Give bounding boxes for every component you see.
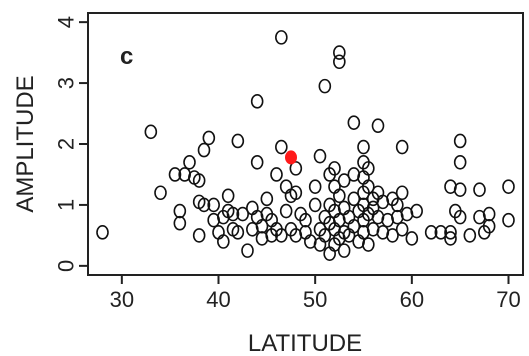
data-point [270,167,283,182]
data-point [347,218,361,234]
data-point [395,222,409,237]
data-point [371,118,385,134]
data-point [241,243,254,258]
data-point [308,197,322,213]
data-point [347,115,361,130]
y-tick-label: 2 [54,138,79,150]
data-point [463,228,477,243]
data-point [502,212,515,228]
data-point [386,228,399,243]
data-point [444,225,457,240]
y-axis-ticks: 0 1 2 3 4 [54,16,88,272]
data-point [250,154,264,170]
x-tick-label: 50 [303,287,327,312]
x-tick-label: 60 [400,287,424,312]
data-point [337,173,351,188]
x-axis-ticks: 30 40 50 60 70 [110,275,521,312]
x-tick-label: 70 [496,287,520,312]
x-tick-label: 40 [206,287,230,312]
data-point [154,185,167,201]
panel-label: c [120,43,133,70]
data-point [434,225,448,240]
data-point [217,234,230,249]
y-tick-label: 0 [54,260,79,272]
data-points [96,30,515,261]
data-point [197,142,211,158]
x-axis-title: LATITUDE [248,330,362,356]
data-point [395,185,409,201]
x-tick-label: 30 [110,287,134,312]
data-point [362,179,375,194]
data-point [424,225,438,240]
data-point [236,206,249,222]
data-point [144,124,158,140]
data-point [502,179,515,194]
data-point [231,133,245,149]
data-point [275,139,288,155]
data-point [453,154,467,170]
data-point [453,182,467,197]
data-point [328,161,341,176]
data-point [279,203,293,219]
data-point [96,225,109,240]
data-point [168,167,182,182]
data-point [173,215,187,231]
data-point [473,182,486,197]
data-point [313,148,327,164]
data-point [337,243,351,258]
data-point [453,133,467,149]
data-point [333,45,346,60]
data-point [192,173,206,188]
data-point [410,203,423,219]
y-tick-label: 4 [54,16,79,28]
data-point [308,179,322,194]
data-point [192,228,206,243]
data-point [482,218,496,234]
data-point [318,228,332,243]
data-point [333,188,346,204]
data-point [207,197,220,213]
data-point [391,197,404,213]
y-axis-title: AMPLITUDE [12,75,39,212]
data-point [333,54,346,70]
data-point [275,30,288,45]
highlighted-data-point [285,150,297,165]
data-point [183,154,196,170]
data-point [444,231,457,246]
data-point [405,231,419,246]
y-tick-label: 1 [54,199,79,211]
data-point [226,206,240,222]
y-tick-label: 3 [54,77,79,89]
data-point [173,203,187,219]
data-point [347,191,361,207]
data-point [362,237,375,252]
data-point [202,130,216,146]
data-point [289,161,303,176]
data-point [362,161,375,176]
data-point [260,191,274,207]
data-point [255,218,269,234]
data-point [221,188,235,204]
data-point [231,225,245,240]
data-point [275,228,288,243]
data-point [453,209,467,225]
data-point [357,139,370,155]
data-point [395,139,409,155]
data-point [299,212,312,228]
data-point [197,197,211,213]
data-point [482,206,496,222]
data-point [318,78,332,94]
data-point [289,185,303,201]
data-point [250,94,264,109]
plot-frame [87,12,524,276]
